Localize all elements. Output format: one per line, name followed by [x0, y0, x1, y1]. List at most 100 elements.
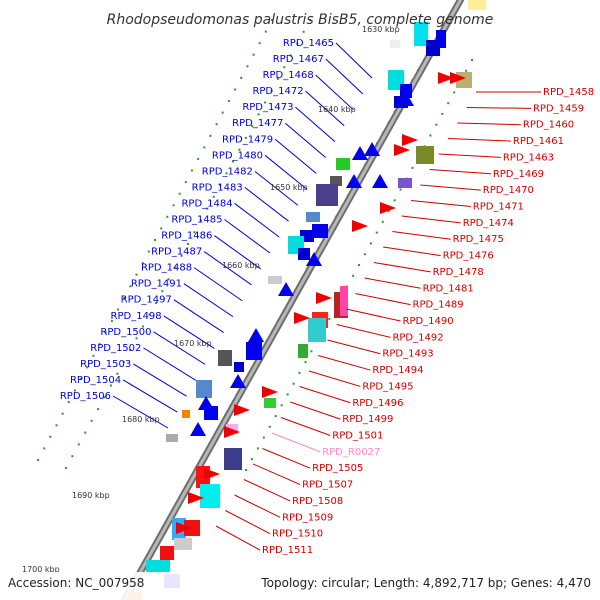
gene-label[interactable]: RPD_1496 [352, 398, 403, 409]
tick-dot [283, 66, 286, 69]
gene-label[interactable]: RPD_1467 [273, 54, 324, 65]
gene-feature [190, 422, 206, 436]
tick-dot [302, 30, 305, 33]
tick-dot [190, 169, 193, 172]
leader-line [401, 215, 461, 224]
tick-dot [244, 136, 247, 139]
gene-feature [198, 396, 214, 410]
tick-dot [135, 337, 138, 340]
tick-dot [110, 320, 113, 323]
gene-label[interactable]: RPD_1503 [80, 359, 131, 370]
leader-line [420, 184, 481, 191]
gene-label[interactable]: RPD_1490 [403, 316, 454, 327]
gene-label[interactable]: RPD_1472 [252, 86, 303, 97]
leader-line [133, 363, 187, 397]
tick-dot [238, 148, 241, 151]
leader-line [325, 58, 364, 95]
tick-dot [363, 253, 366, 256]
gene-label[interactable]: RPD_1469 [493, 169, 544, 180]
leader-line [373, 262, 431, 273]
gene-label[interactable]: RPD_1485 [171, 215, 222, 226]
gene-label[interactable]: RPD_1501 [332, 431, 383, 442]
tick-dot [227, 100, 230, 103]
gene-feature [450, 72, 466, 84]
gene-feature [224, 426, 240, 438]
gene-label[interactable]: RPD_R0027 [322, 447, 380, 458]
gene-label[interactable]: RPD_1482 [202, 166, 253, 177]
gene-label[interactable]: RPD_1461 [513, 136, 564, 147]
gene-feature [436, 30, 446, 48]
gene-label[interactable]: RPD_1481 [423, 283, 474, 294]
gene-label[interactable]: RPD_1492 [392, 332, 443, 343]
gene-label[interactable]: RPD_1497 [121, 295, 172, 306]
gene-label[interactable]: RPD_1504 [70, 375, 121, 386]
accession-text: Accession: NC_007958 [8, 576, 144, 590]
gene-feature [166, 434, 178, 442]
tick-dot [104, 331, 107, 334]
gene-label[interactable]: RPD_1484 [181, 198, 232, 209]
tick-dot [166, 215, 169, 218]
gene-label[interactable]: RPD_1474 [463, 218, 514, 229]
gene-label[interactable]: RPD_1478 [433, 267, 484, 278]
tick-dot [393, 199, 396, 202]
gene-label[interactable]: RPD_1488 [141, 263, 192, 274]
gene-label[interactable]: RPD_1498 [111, 311, 162, 322]
gene-label[interactable]: RPD_1494 [372, 365, 423, 376]
tick-dot [296, 42, 299, 45]
gene-label[interactable]: RPD_1473 [242, 102, 293, 113]
gene-label[interactable]: RPD_1511 [262, 545, 313, 556]
leader-line [254, 170, 299, 206]
kbp-marker: 1680 kbp [122, 415, 160, 424]
gene-label[interactable]: RPD_1458 [543, 87, 594, 98]
gene-feature [398, 92, 414, 106]
gene-label[interactable]: RPD_1460 [523, 120, 574, 131]
gene-label[interactable]: RPD_1470 [483, 185, 534, 196]
gene-label[interactable]: RPD_1459 [533, 103, 584, 114]
tick-dot [441, 112, 444, 115]
tick-dot [471, 59, 473, 61]
tick-dot [276, 77, 279, 80]
gene-label[interactable]: RPD_1465 [283, 38, 334, 49]
tick-dot [358, 264, 360, 266]
tick-dot [257, 113, 260, 116]
leader-line [392, 231, 451, 240]
gene-label[interactable]: RPD_1479 [222, 134, 273, 145]
gene-label[interactable]: RPD_1476 [443, 251, 494, 262]
tick-dot [71, 455, 74, 458]
gene-label[interactable]: RPD_1477 [232, 118, 283, 129]
gene-feature [306, 252, 322, 266]
gene-label[interactable]: RPD_1463 [503, 152, 554, 163]
gene-label[interactable]: RPD_1486 [161, 231, 212, 242]
tick-dot [43, 447, 46, 450]
gene-label[interactable]: RPD_1483 [192, 182, 243, 193]
gene-feature [176, 522, 192, 534]
gene-label[interactable]: RPD_1493 [382, 349, 433, 360]
gene-label[interactable]: RPD_1499 [342, 414, 393, 425]
gene-label[interactable]: RPD_1502 [90, 343, 141, 354]
gene-label[interactable]: RPD_1480 [212, 150, 263, 161]
gene-label[interactable]: RPD_1491 [131, 279, 182, 290]
gene-label[interactable]: RPD_1508 [292, 496, 343, 507]
gene-label[interactable]: RPD_1506 [60, 391, 111, 402]
tick-dot [117, 308, 120, 311]
tick-dot [161, 290, 164, 293]
gene-feature [196, 380, 212, 398]
tick-dot [447, 102, 450, 105]
leader-line [215, 525, 261, 551]
gene-label[interactable]: RPD_1468 [263, 70, 314, 81]
gene-label[interactable]: RPD_1507 [302, 480, 353, 491]
gene-label[interactable]: RPD_1495 [362, 381, 413, 392]
gene-label[interactable]: RPD_1475 [453, 234, 504, 245]
leader-line [274, 138, 317, 174]
gene-label[interactable]: RPD_1500 [100, 327, 151, 338]
gene-label[interactable]: RPD_1510 [272, 529, 323, 540]
gene-feature [298, 344, 308, 358]
gene-label[interactable]: RPD_1505 [312, 463, 363, 474]
tick-dot [92, 354, 95, 357]
tick-dot [264, 30, 267, 33]
gene-label[interactable]: RPD_1489 [413, 300, 464, 311]
gene-label[interactable]: RPD_1509 [282, 512, 333, 523]
gene-label[interactable]: RPD_1487 [151, 247, 202, 258]
tick-dot [251, 125, 254, 128]
gene-label[interactable]: RPD_1471 [473, 202, 524, 213]
